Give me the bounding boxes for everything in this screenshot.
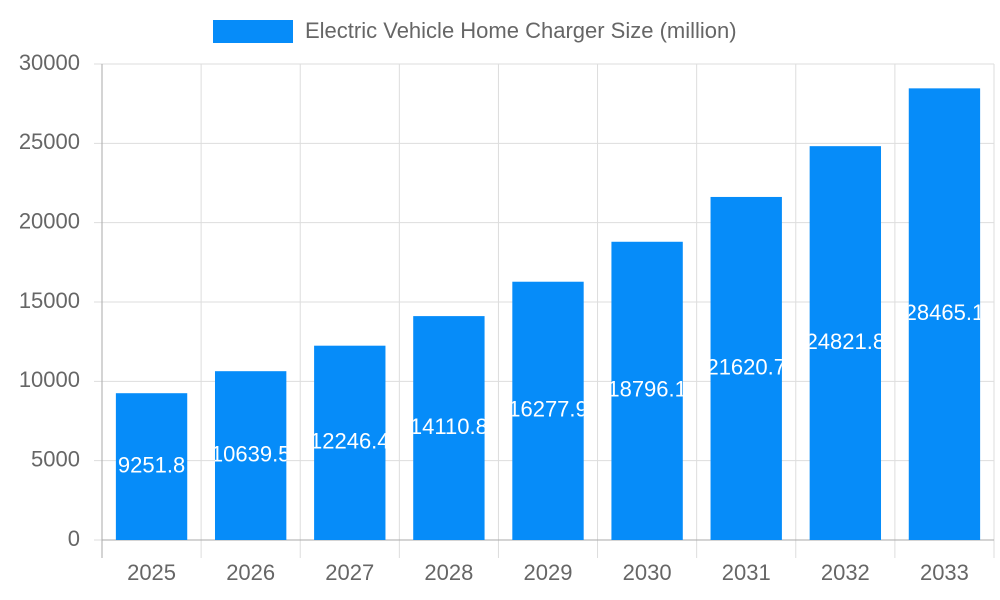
value-label: 21620.7 bbox=[706, 354, 786, 379]
y-tick-label: 5000 bbox=[31, 446, 80, 471]
bar bbox=[413, 316, 485, 540]
x-tick-label: 2029 bbox=[524, 560, 573, 585]
bar bbox=[115, 393, 188, 540]
value-label: 18796.1 bbox=[607, 377, 687, 402]
x-tick-label: 2030 bbox=[623, 560, 672, 585]
value-label: 10639.5 bbox=[211, 441, 291, 466]
x-tick-label: 2027 bbox=[325, 560, 374, 585]
bar bbox=[512, 281, 584, 540]
x-tick-label: 2031 bbox=[722, 560, 771, 585]
y-tick-label: 0 bbox=[68, 526, 80, 551]
value-label: 24821.8 bbox=[806, 329, 886, 354]
value-label: 14110.8 bbox=[410, 414, 488, 439]
bar bbox=[809, 146, 882, 540]
bar bbox=[214, 371, 287, 540]
x-tick-label: 2025 bbox=[127, 560, 176, 585]
x-tick-label: 2028 bbox=[424, 560, 473, 585]
y-tick-label: 25000 bbox=[19, 129, 80, 154]
bar bbox=[314, 345, 386, 540]
bar bbox=[710, 196, 782, 541]
y-tick-label: 10000 bbox=[19, 367, 80, 392]
legend-swatch bbox=[213, 20, 293, 43]
bar bbox=[908, 88, 981, 540]
bar bbox=[611, 241, 683, 540]
x-tick-label: 2032 bbox=[821, 560, 870, 585]
value-label: 16277.9 bbox=[508, 397, 588, 422]
y-tick-label: 15000 bbox=[19, 288, 80, 313]
value-label: 28465.1 bbox=[905, 300, 985, 325]
value-label: 9251.8 bbox=[118, 452, 185, 477]
value-label: 12246.4 bbox=[310, 429, 390, 454]
y-tick-label: 20000 bbox=[19, 208, 80, 233]
x-tick-label: 2026 bbox=[226, 560, 275, 585]
y-tick-label: 30000 bbox=[19, 50, 80, 75]
x-tick-label: 2033 bbox=[920, 560, 969, 585]
legend-label: Electric Vehicle Home Charger Size (mill… bbox=[305, 18, 737, 43]
